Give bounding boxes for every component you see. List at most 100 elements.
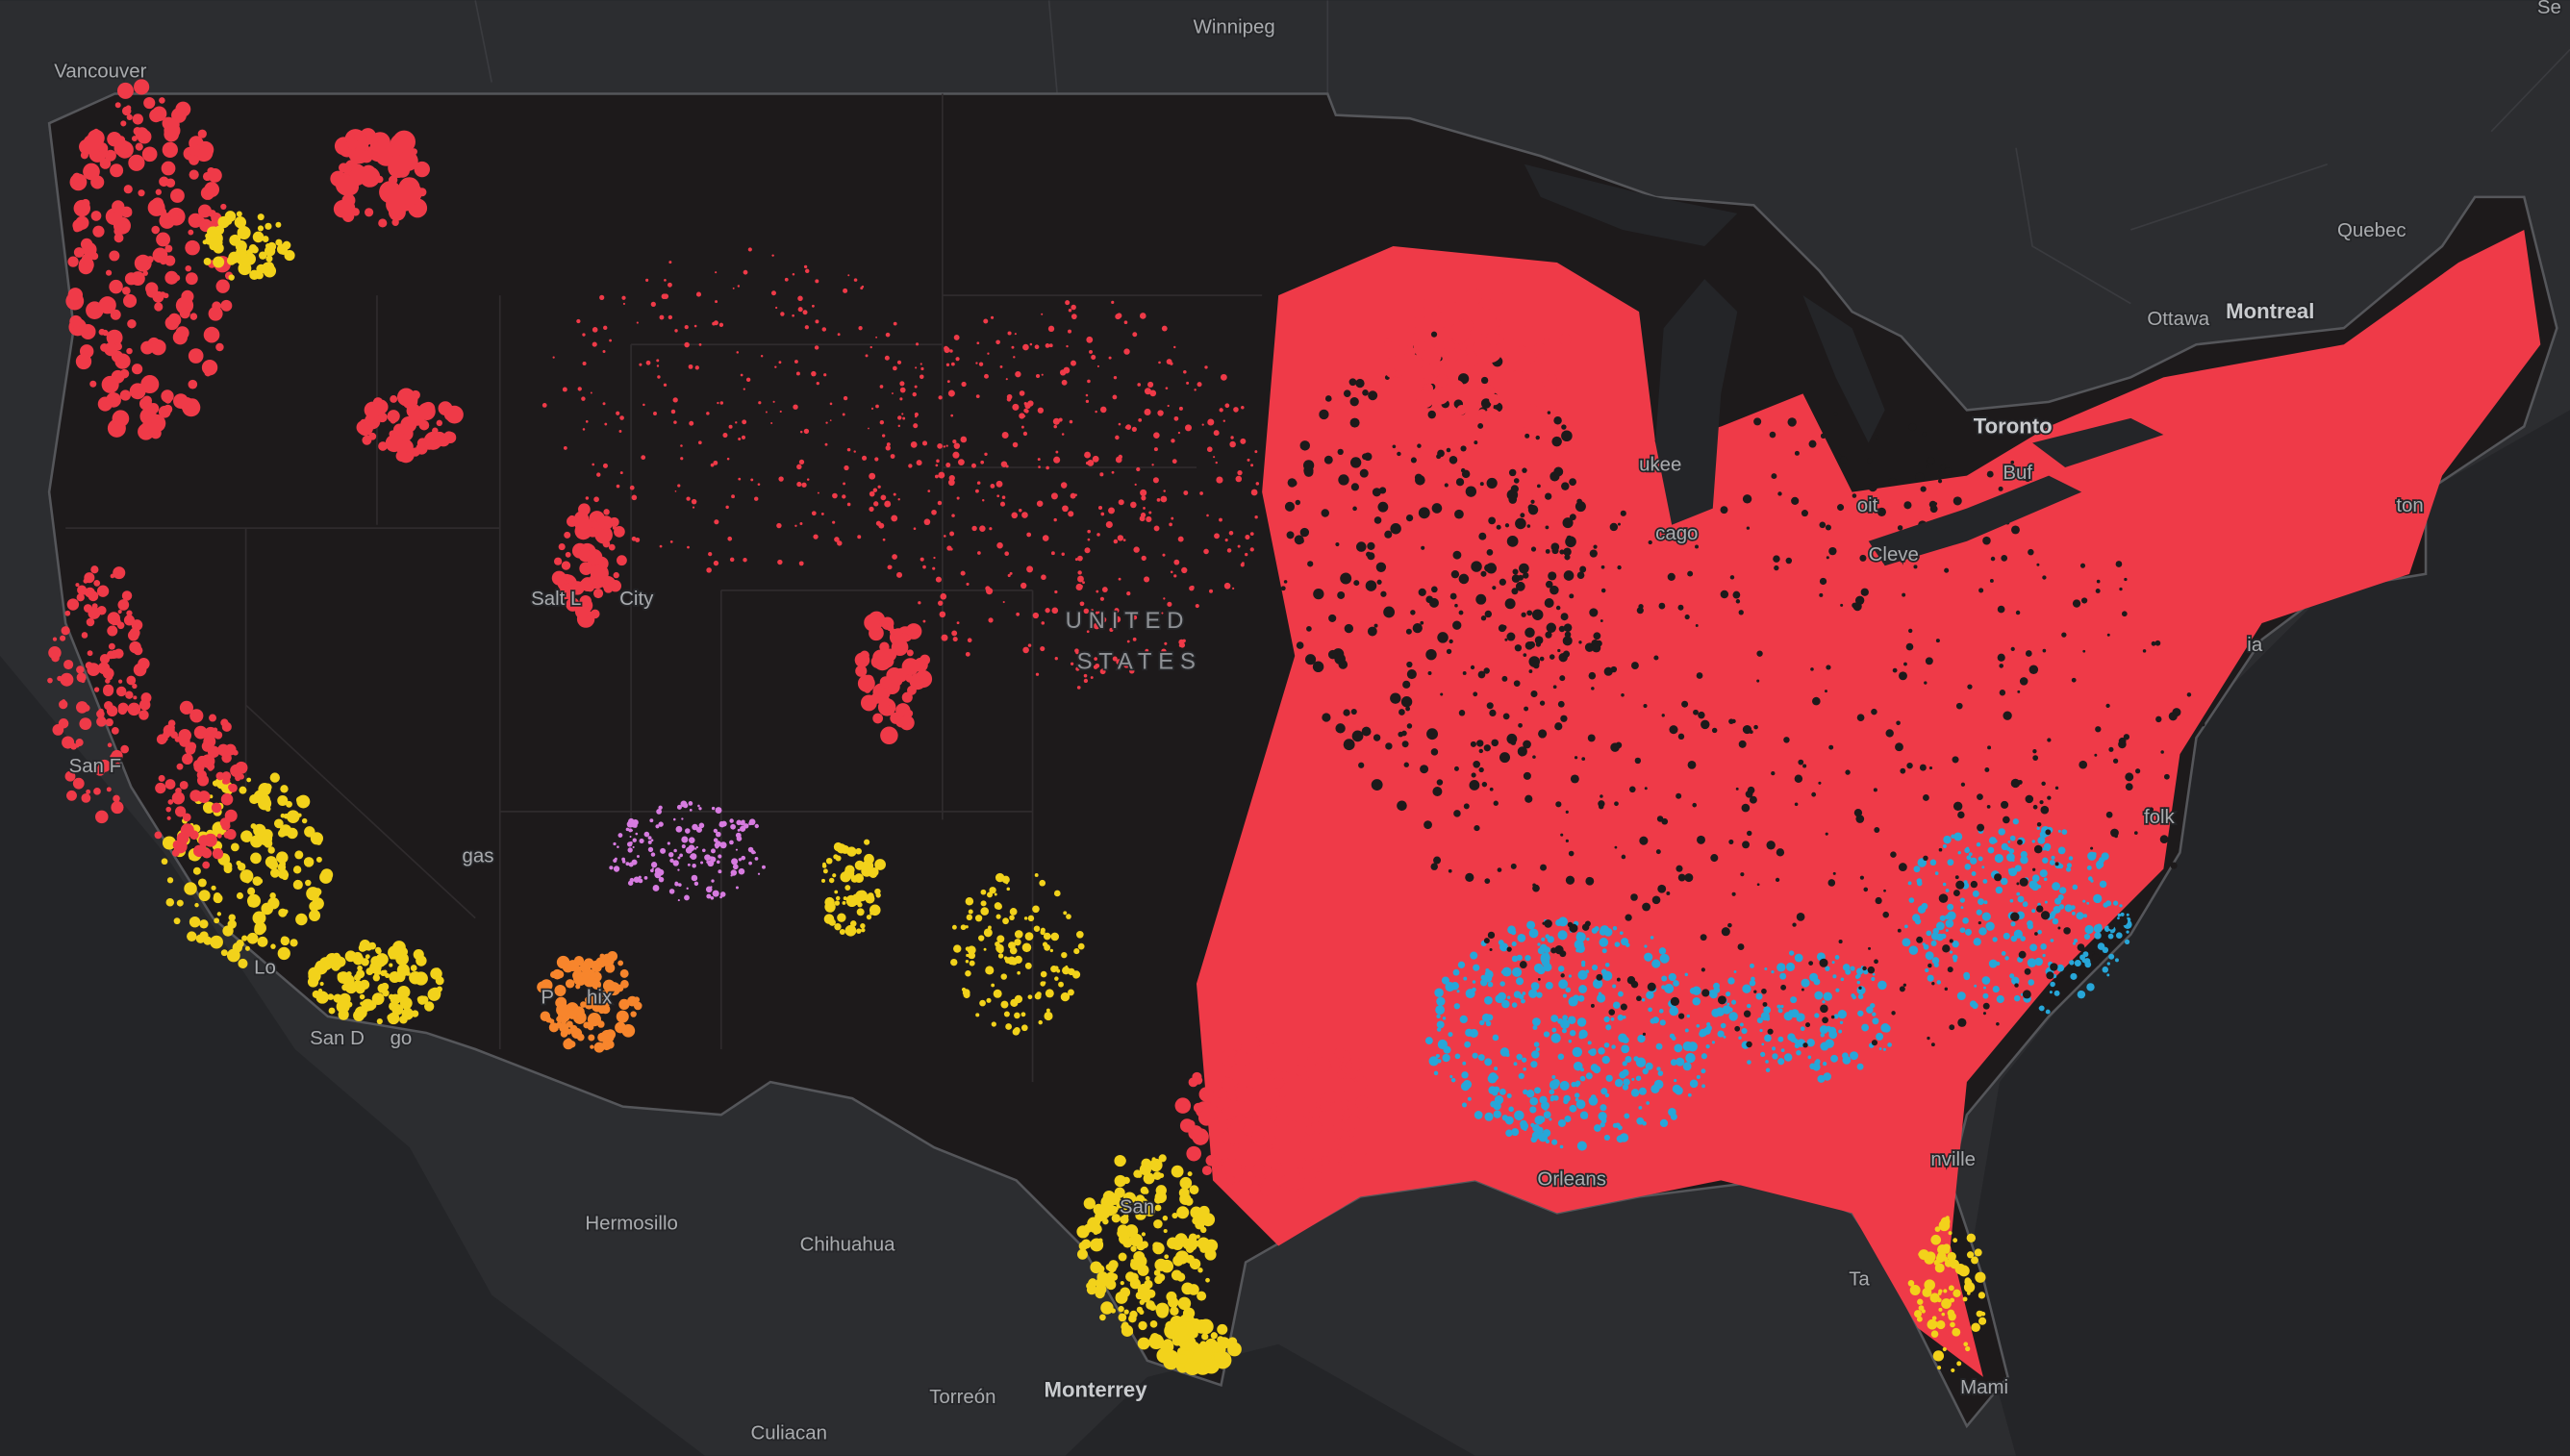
dot <box>737 828 741 832</box>
dot <box>1350 708 1357 715</box>
dot <box>606 1040 615 1049</box>
dot <box>927 490 931 493</box>
dot <box>722 432 728 439</box>
dot <box>1422 377 1430 385</box>
dot <box>1559 1080 1570 1091</box>
dot <box>1367 541 1375 551</box>
dot <box>1188 1233 1197 1243</box>
dot <box>1672 1084 1681 1093</box>
dot <box>1430 331 1438 338</box>
dot <box>1272 1077 1285 1089</box>
dot <box>1971 1322 1980 1333</box>
dot <box>587 1013 602 1027</box>
dot <box>146 256 154 264</box>
dot <box>1240 563 1245 567</box>
dot <box>854 652 870 668</box>
dot <box>198 767 204 773</box>
dot <box>2036 821 2042 827</box>
dot <box>1283 580 1288 584</box>
dot <box>2019 677 2028 686</box>
dot <box>1877 507 1886 516</box>
dot <box>234 216 247 229</box>
dot <box>912 391 917 397</box>
dot <box>857 674 875 692</box>
dot <box>1956 992 1966 1001</box>
dot <box>882 538 886 541</box>
dot <box>1262 1134 1277 1149</box>
dot <box>1657 1070 1664 1076</box>
dot <box>1600 588 1606 593</box>
dot <box>2201 722 2205 727</box>
dot <box>1163 597 1166 600</box>
dot <box>220 299 233 312</box>
dot <box>1460 406 1468 414</box>
dot <box>1185 1119 1196 1130</box>
dot <box>1648 540 1652 545</box>
dot <box>890 454 895 459</box>
dot <box>957 459 965 466</box>
dot <box>1523 572 1529 579</box>
dot <box>1078 1241 1088 1251</box>
dot <box>899 397 903 401</box>
dot <box>216 912 222 916</box>
dot <box>1638 1087 1647 1095</box>
dot <box>1780 1004 1784 1009</box>
dot <box>1833 1014 1839 1019</box>
dot <box>1814 991 1824 1000</box>
dot <box>1661 817 1669 825</box>
dot <box>778 361 782 364</box>
dot <box>414 971 428 986</box>
dot <box>1600 619 1603 622</box>
dot <box>996 541 1003 549</box>
dot <box>738 867 745 875</box>
dot <box>1696 672 1703 679</box>
dot <box>1514 345 1530 362</box>
dot <box>1045 608 1050 614</box>
dot <box>1214 1351 1225 1364</box>
dot <box>1636 1117 1645 1125</box>
dot <box>1557 648 1561 653</box>
dot <box>2090 846 2094 850</box>
dot <box>1575 1083 1579 1088</box>
dot <box>2050 911 2056 916</box>
dot <box>1489 948 1493 952</box>
dot <box>2112 758 2119 764</box>
dot <box>125 690 134 699</box>
dot <box>1063 911 1068 916</box>
dot <box>1037 458 1041 462</box>
dot <box>111 800 124 815</box>
dot <box>1530 546 1537 552</box>
dot <box>239 786 247 794</box>
dot <box>1157 410 1164 416</box>
dot <box>879 419 885 425</box>
dot <box>1337 448 1344 455</box>
dot <box>235 774 241 782</box>
dot <box>1494 1095 1504 1105</box>
dot <box>1923 943 1929 950</box>
dot <box>168 313 180 325</box>
dot <box>352 951 364 963</box>
dot <box>1327 649 1338 660</box>
dot <box>843 288 848 293</box>
dot <box>2095 588 2101 593</box>
dot <box>735 832 742 839</box>
dot <box>2043 877 2048 882</box>
dot <box>1814 1013 1820 1018</box>
dot <box>1560 1019 1570 1029</box>
dot <box>878 695 891 708</box>
dot <box>1465 486 1477 497</box>
dot <box>731 858 739 866</box>
dot <box>113 352 122 360</box>
dot <box>1489 393 1500 406</box>
dot <box>388 993 394 1000</box>
dot <box>171 791 186 805</box>
dot <box>1230 436 1234 439</box>
dot <box>997 953 1004 959</box>
dot <box>844 924 857 937</box>
dot <box>2014 983 2019 988</box>
dot <box>1153 432 1160 439</box>
dot <box>1812 696 1821 706</box>
dot <box>713 560 719 566</box>
dot <box>688 364 693 369</box>
dot <box>1818 781 1822 785</box>
